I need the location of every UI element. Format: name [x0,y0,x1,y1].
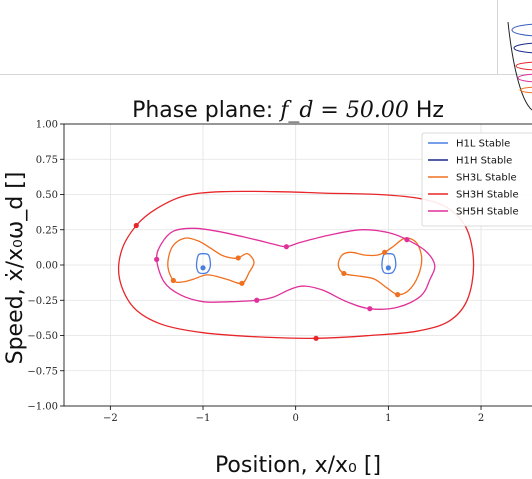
sh3l-stable-marker [239,280,245,286]
x-tick-label: 2 [478,413,484,424]
sh3l-stable-marker [395,292,401,298]
window-divider-vertical [497,0,498,74]
legend-label-sh3l-stable: SH3L Stable [456,173,517,184]
y-tick-label: 1.00 [36,120,58,131]
y-tick-label: 0.75 [36,155,58,166]
window-divider [0,74,532,75]
h1l-stable-trajectory [195,253,212,275]
h1l-stable-trajectory [381,253,397,275]
sh5h-stable-marker [154,256,160,262]
chart-title-math: f_d = 50.00 [278,98,409,123]
sh5h-stable-marker [283,244,290,250]
x-tick-label: −2 [103,413,118,424]
y-tick-label: −0.75 [27,366,58,377]
sh3l-stable-marker [235,255,241,261]
x-tick-label: 1 [385,413,391,424]
sh3l-stable-marker [382,249,388,255]
sh3h-stable-trajectory [117,190,475,340]
y-tick-label: −0.25 [27,296,58,307]
sh3l-stable-marker [170,277,176,284]
trajectory-markers [133,222,410,341]
sh3h-stable-marker [313,335,319,341]
sh5h-stable-marker [254,297,260,303]
h1l-stable-marker [200,265,206,271]
chart-title-prefix: Phase plane: [132,98,280,123]
h1l-stable-marker [385,265,391,271]
chart-title: Phase plane: f_d = 50.00 Hz [132,98,444,123]
y-axis-label: Speed, ẋ/x₀ω_d [] [3,172,28,365]
y-tick-label: −1.00 [27,402,58,413]
x-tick-label: −1 [196,413,211,424]
axis-ticks: −2 −1 0 1 2 −1.00 −0.75 −0.50 −0.25 0.00 0.25 0.50 0… [27,120,484,425]
sh5h-stable-marker [404,237,410,243]
potential-well-thumbnail [507,21,532,111]
legend-label-sh3h-stable: SH3H Stable [456,190,519,201]
x-axis-label: Position, x/x₀ [] [215,453,381,478]
sh3h-stable-marker [133,222,139,229]
y-tick-label: −0.50 [27,331,58,342]
x-tick-label: 0 [292,413,298,424]
sh3l-stable-marker [341,270,347,277]
y-tick-label: 0.25 [36,225,58,236]
legend: H1L Stable H1H Stable SH3L Stable SH3H Stab… [421,132,532,227]
chart-title-unit: Hz [409,98,444,123]
legend-label-sh5h-stable: SH5H Stable [456,207,519,218]
sh3l-stable-trajectory [337,237,423,296]
legend-box [421,132,532,227]
legend-label-h1l-stable: H1L Stable [456,139,510,150]
sh3l-stable-trajectory [167,237,255,285]
sh5h-stable-marker [367,306,373,312]
y-tick-label: 0.00 [36,261,58,272]
y-tick-label: 0.50 [36,190,58,201]
legend-label-h1h-stable: H1H Stable [456,156,512,167]
